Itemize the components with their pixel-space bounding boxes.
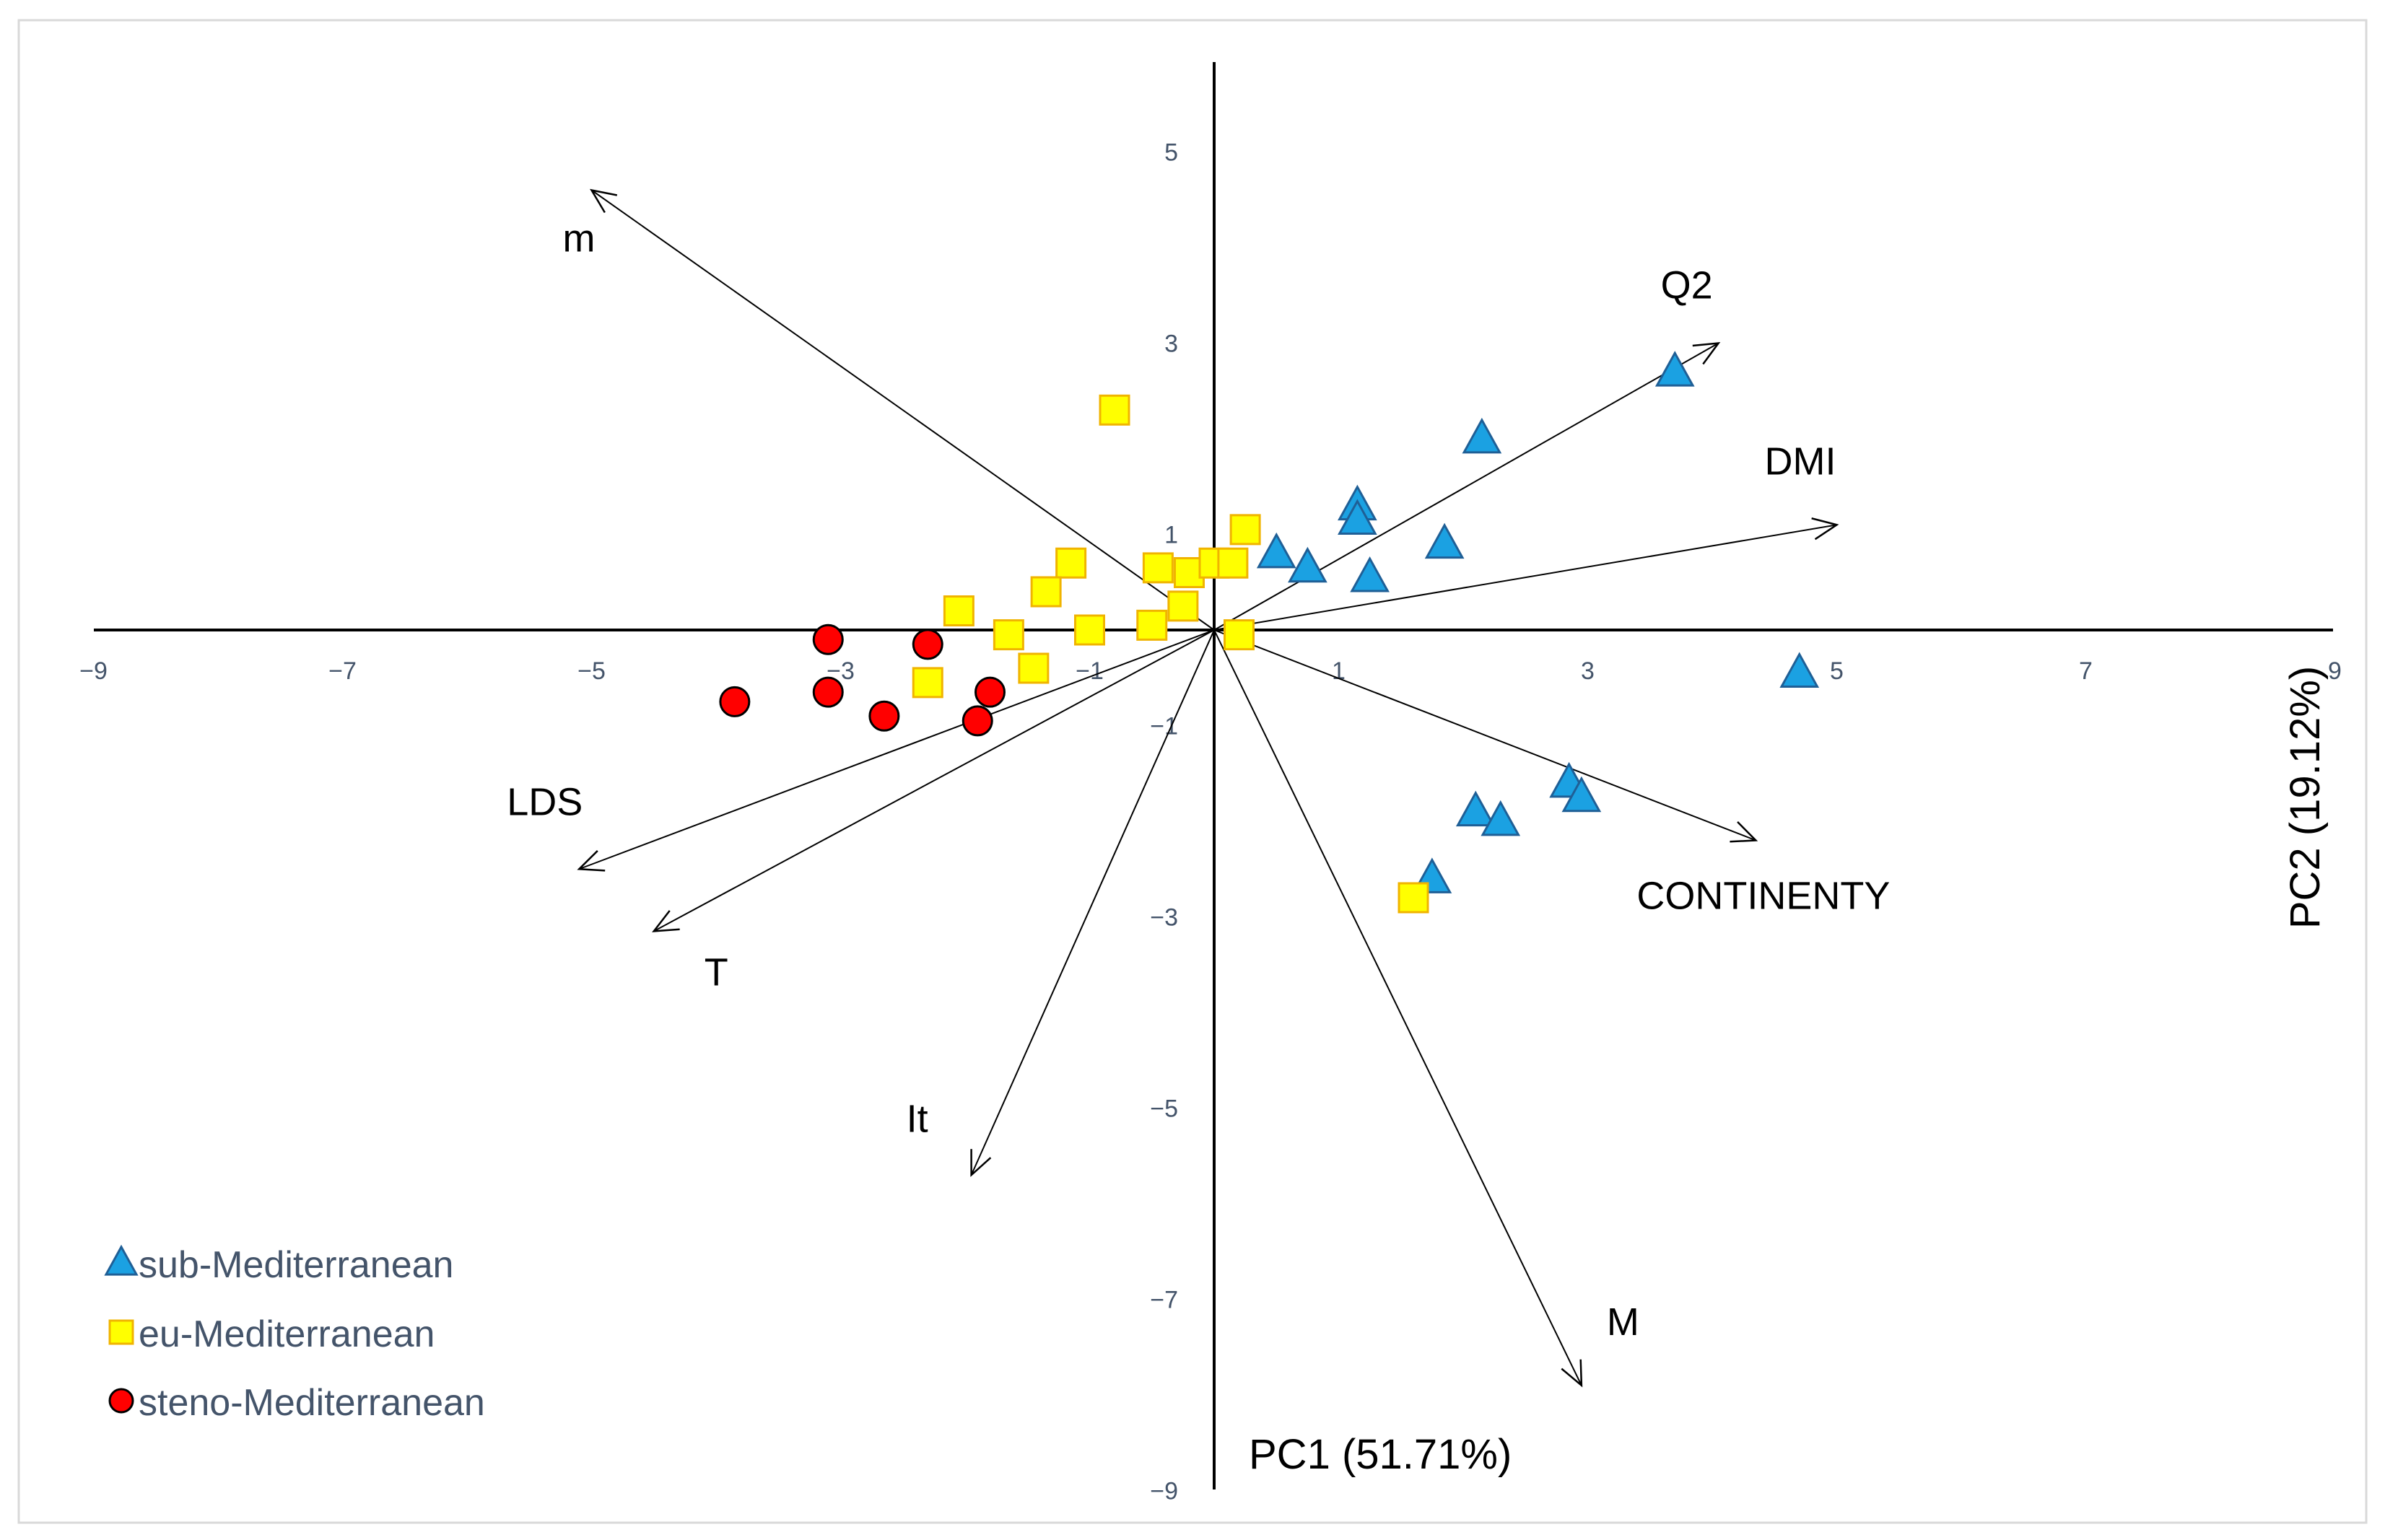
x-tick-label: −5 [577, 657, 606, 685]
circle-point [812, 676, 844, 708]
circle-point [975, 676, 1006, 708]
vector-line [578, 629, 1215, 870]
triangle-point [1288, 546, 1327, 583]
vector-label: m [563, 217, 596, 261]
square-point [1018, 652, 1050, 684]
square-point [1224, 619, 1255, 651]
y-tick-label: −7 [1150, 1287, 1178, 1314]
legend-marker [108, 1388, 134, 1414]
triangle-point [1481, 800, 1521, 836]
square-point [1217, 547, 1249, 579]
triangle-point [1462, 417, 1502, 454]
vector-label: DMI [1765, 439, 1836, 483]
data-points [719, 351, 1820, 914]
square-point [943, 595, 975, 626]
y-tick-label: −3 [1150, 904, 1178, 932]
x-tick-label: 1 [1332, 657, 1346, 685]
square-point [993, 619, 1024, 651]
arrowhead [652, 910, 680, 932]
vector-label: M [1607, 1300, 1639, 1344]
legend-marker [108, 1319, 134, 1345]
x-tick-label: 3 [1581, 657, 1595, 685]
y-tick-label: −1 [1150, 713, 1178, 740]
square-point [1398, 882, 1429, 914]
vector-line [590, 189, 1215, 631]
x-tick-label: 5 [1830, 657, 1844, 685]
circle-point [962, 705, 993, 737]
legend-label: steno-Mediterranean [139, 1382, 485, 1424]
vector-m: m [563, 188, 1215, 631]
legend-label: sub-Mediterranean [139, 1244, 453, 1286]
triangle-point [1424, 522, 1465, 559]
vector-lds: LDS [507, 629, 1215, 872]
vector-t: T [652, 629, 1215, 994]
square-point [1099, 394, 1130, 426]
legend-item: eu-Mediterranean [108, 1313, 435, 1355]
vector-line [1213, 629, 1756, 841]
vector-line [1213, 524, 1837, 631]
y-axis-title: PC2 (19.12%) [2282, 666, 2329, 929]
square-point [1074, 614, 1105, 646]
y-tick-label: 3 [1164, 331, 1178, 358]
square-point [1055, 547, 1087, 579]
x-tick-label: 7 [2079, 657, 2093, 685]
series-steno-Mediterranean [719, 624, 1006, 737]
y-tick-label: −9 [1150, 1478, 1178, 1505]
vector-m: M [1213, 629, 1639, 1388]
vector-label: LDS [507, 780, 583, 823]
triangle-point [1654, 351, 1695, 387]
vector-line [970, 629, 1215, 1176]
arrowhead [1692, 341, 1721, 365]
arrowhead [1561, 1359, 1583, 1388]
arrowhead [589, 188, 618, 214]
legend: sub-Mediterranean eu-Mediterranean steno-M… [104, 1244, 485, 1424]
triangle-point [1779, 652, 1820, 688]
vector-label: Q2 [1661, 264, 1713, 307]
legend-marker [104, 1244, 139, 1276]
circle-point [719, 686, 751, 717]
circle-point [812, 624, 844, 655]
y-tick-label: 1 [1164, 522, 1178, 549]
square-point [912, 667, 943, 699]
vector-continenty: CONTINENTY [1213, 629, 1890, 918]
y-tick-label: −5 [1150, 1095, 1178, 1123]
circle-point [912, 629, 943, 660]
series-eu-Mediterranean [912, 394, 1429, 914]
vector-it: It [907, 629, 1215, 1178]
vector-line [1213, 629, 1582, 1386]
chart-border [17, 19, 2368, 1524]
square-point [1136, 609, 1168, 641]
x-tick-label: −9 [79, 657, 108, 685]
triangle-point [1350, 556, 1390, 592]
vector-line [653, 629, 1215, 932]
triangle-point [1256, 532, 1296, 569]
vector-label: T [705, 950, 728, 994]
square-point [1142, 552, 1174, 584]
triangle-point [1561, 776, 1602, 813]
vector-label: It [907, 1097, 928, 1140]
legend-item: steno-Mediterranean [108, 1382, 485, 1424]
circle-point [868, 700, 900, 732]
square-point [1030, 576, 1062, 608]
square-point [1167, 590, 1199, 622]
x-tick-label: −7 [328, 657, 357, 685]
triangle-point [1455, 790, 1496, 827]
vector-label: CONTINENTY [1636, 875, 1890, 918]
y-tick-label: 5 [1164, 139, 1178, 167]
legend-label: eu-Mediterranean [139, 1313, 435, 1355]
arrowhead [1811, 517, 1839, 541]
arrowhead [1730, 821, 1758, 843]
x-tick-label: 9 [2328, 657, 2342, 685]
arrowhead [970, 1149, 992, 1178]
square-point [1229, 514, 1261, 546]
arrowhead [577, 850, 606, 872]
x-axis-title: PC1 (51.71%) [1249, 1431, 1512, 1478]
triangle-point [1338, 499, 1377, 535]
legend-item: sub-Mediterranean [104, 1244, 453, 1286]
vector-dmi: DMI [1213, 439, 1839, 631]
